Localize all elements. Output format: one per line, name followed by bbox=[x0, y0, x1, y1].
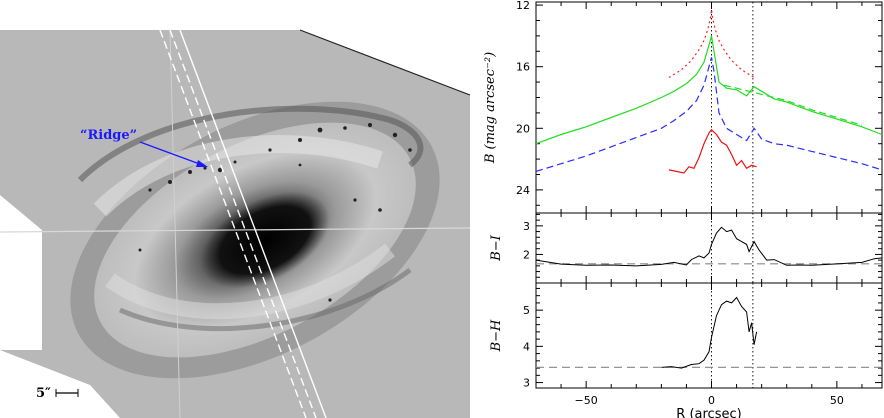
plot-frame bbox=[535, 1, 883, 214]
y-axis-label: B−I bbox=[489, 234, 504, 261]
hst-mosaic-frame bbox=[0, 30, 470, 418]
series-line-1 bbox=[535, 35, 883, 145]
y-tick-label: 24 bbox=[516, 184, 530, 197]
x-axis-label: R (arcsec) bbox=[676, 407, 741, 418]
svg-text:5″: 5″ bbox=[36, 386, 51, 401]
y-axis-label: B−H bbox=[489, 319, 504, 352]
y-tick-label: 20 bbox=[516, 122, 530, 135]
y-tick-label: 12 bbox=[516, 0, 530, 12]
x-tick-label: −50 bbox=[575, 394, 598, 407]
series-line-0 bbox=[661, 296, 758, 369]
y-axis-label: B (mag arcsec⁻²) bbox=[483, 52, 498, 164]
series-line-4 bbox=[668, 128, 757, 174]
x-tick-label: 50 bbox=[830, 394, 844, 407]
y-tick-label: 3 bbox=[523, 377, 530, 390]
b-h-color-panel: 3 4 5 −50 0 50 B−H R (arcsec) bbox=[489, 282, 883, 418]
plot-frame bbox=[535, 212, 883, 284]
ridge-label: “Ridge” bbox=[80, 128, 137, 143]
series-line-0 bbox=[535, 226, 883, 267]
plot-frame bbox=[535, 282, 883, 389]
slit-lines bbox=[159, 29, 327, 418]
y-tick-label: 16 bbox=[516, 61, 530, 74]
y-tick-label: 2 bbox=[523, 248, 530, 261]
x-tick-label: 0 bbox=[708, 394, 715, 407]
scale-bar: 5″ bbox=[36, 386, 79, 401]
b-i-color-panel: 2 3 B−I bbox=[489, 212, 883, 284]
ridge-arrow bbox=[139, 141, 208, 167]
series-line-2 bbox=[723, 84, 863, 126]
profile-plots: 12 16 20 24 B (mag arcsec⁻²) 2 3 B−I 3 4 5 −50 0 50… bbox=[483, 0, 883, 418]
y-tick-label: 3 bbox=[523, 220, 530, 233]
galaxy-image: “Ridge” 5″ bbox=[0, 29, 471, 418]
y-tick-label: 4 bbox=[523, 340, 530, 353]
series-line-3 bbox=[535, 57, 883, 172]
y-tick-label: 5 bbox=[523, 304, 530, 317]
surface-brightness-panel: 12 16 20 24 B (mag arcsec⁻²) bbox=[483, 0, 883, 214]
